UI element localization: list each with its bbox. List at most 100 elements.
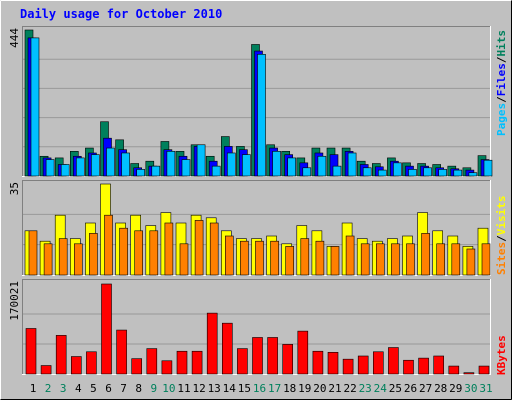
visits-bar-sites-day-13 xyxy=(209,222,219,276)
kbytes-bar-kbytes-day-8 xyxy=(131,358,142,375)
kbytes-bars xyxy=(25,283,490,375)
hits-bar-pages-day-23 xyxy=(362,167,372,177)
day-label-29: 29 xyxy=(449,382,462,395)
visits-bar-sites-day-16 xyxy=(255,240,264,276)
day-label-28: 28 xyxy=(434,382,447,395)
day-label-4: 4 xyxy=(75,382,82,395)
hits-panel xyxy=(22,26,493,177)
visits-bar-sites-day-4 xyxy=(74,243,83,276)
kbytes-bar-kbytes-day-3 xyxy=(55,335,67,375)
legend-middle-part-1: / xyxy=(495,235,508,242)
kbytes-bar-kbytes-day-2 xyxy=(40,365,52,375)
visits-bar-sites-day-25 xyxy=(391,243,400,276)
hits-bar-pages-day-3 xyxy=(60,164,70,177)
legend-middle-part-2: Visits xyxy=(495,196,508,236)
kbytes-bar-kbytes-day-25 xyxy=(388,347,399,375)
day-label-15: 15 xyxy=(238,382,251,395)
visits-bar-sites-day-31 xyxy=(481,243,491,276)
hits-bar-pages-day-24 xyxy=(377,169,387,177)
day-label-13: 13 xyxy=(208,382,221,395)
visits-bar-sites-day-12 xyxy=(194,220,204,276)
day-label-30: 30 xyxy=(464,382,477,395)
visits-bar-sites-day-7 xyxy=(119,227,128,276)
kbytes-bar-kbytes-day-19 xyxy=(297,330,309,375)
visits-bar-sites-day-28 xyxy=(436,243,446,276)
kbytes-panel xyxy=(22,279,491,375)
hits-bar-pages-day-27 xyxy=(423,167,432,177)
visits-bar-sites-day-27 xyxy=(421,233,430,276)
visits-bar-sites-day-30 xyxy=(466,248,476,276)
chart-title: Daily usage for October 2010 xyxy=(20,7,222,21)
kbytes-bar-kbytes-day-4 xyxy=(71,356,82,375)
visits-bar-sites-day-14 xyxy=(225,235,234,276)
day-label-17: 17 xyxy=(268,382,281,395)
day-label-31: 31 xyxy=(479,382,492,395)
hits-bar-pages-day-16 xyxy=(257,54,266,177)
kbytes-bar-kbytes-day-15 xyxy=(237,348,248,375)
day-label-22: 22 xyxy=(343,382,356,395)
visits-bar-sites-day-6 xyxy=(104,214,113,276)
kbytes-bar-kbytes-day-22 xyxy=(342,358,354,375)
day-label-24: 24 xyxy=(374,382,388,395)
hits-bar-pages-day-1 xyxy=(30,37,40,177)
kbytes-bar-kbytes-day-5 xyxy=(86,351,97,375)
hits-bars xyxy=(24,29,493,177)
visits-bar-sites-day-15 xyxy=(240,240,249,276)
legend-middle-part-0: Sites xyxy=(495,242,508,275)
visits-bar-sites-day-22 xyxy=(345,235,355,276)
hits-legend: Pages/Files/Hits xyxy=(495,30,508,136)
hits-bar-pages-day-13 xyxy=(211,165,221,177)
hits-bar-pages-day-10 xyxy=(166,151,176,177)
visits-bar-sites-day-21 xyxy=(330,246,340,276)
hits-bar-pages-day-15 xyxy=(242,154,251,177)
day-label-23: 23 xyxy=(359,382,372,395)
day-label-19: 19 xyxy=(298,382,311,395)
day-label-16: 16 xyxy=(253,382,266,395)
day-label-3: 3 xyxy=(60,382,67,395)
day-label-12: 12 xyxy=(192,382,205,395)
visits-bar-sites-day-20 xyxy=(315,240,325,276)
visits-bar-sites-day-5 xyxy=(89,233,98,276)
kbytes-bar-kbytes-day-7 xyxy=(116,329,127,375)
hits-bar-pages-day-26 xyxy=(408,169,417,177)
visits-bar-sites-day-10 xyxy=(164,222,174,276)
hits-bar-pages-day-9 xyxy=(151,165,161,177)
hits-bar-pages-day-4 xyxy=(76,157,85,177)
hits-bar-pages-day-20 xyxy=(317,155,327,177)
day-label-14: 14 xyxy=(223,382,237,395)
hits-bar-pages-day-8 xyxy=(136,169,145,177)
kbytes-bar-kbytes-day-14 xyxy=(222,322,233,375)
legend-top-part-1: / xyxy=(495,96,508,103)
hits-bar-pages-day-7 xyxy=(121,152,130,177)
hits-bar-pages-day-21 xyxy=(332,165,342,177)
visits-bar-sites-day-19 xyxy=(300,238,310,276)
visits-bar-sites-day-9 xyxy=(149,230,159,276)
legend-top-part-0: Pages xyxy=(495,103,508,136)
hits-bar-pages-day-5 xyxy=(91,154,100,177)
kbytes-bar-kbytes-day-29 xyxy=(448,365,460,375)
visits-bar-sites-day-8 xyxy=(134,230,143,276)
hits-bar-pages-day-29 xyxy=(453,169,463,177)
kbytes-bar-kbytes-day-31 xyxy=(478,365,490,375)
visits-bar-sites-day-24 xyxy=(375,243,385,276)
kbytes-bar-kbytes-day-13 xyxy=(206,312,218,375)
visits-ymax-label: 35 xyxy=(8,182,21,195)
visits-legend: Sites/Visits xyxy=(495,196,508,276)
hits-bar-pages-day-11 xyxy=(181,159,191,177)
day-label-8: 8 xyxy=(135,382,142,395)
hits-bar-pages-day-2 xyxy=(45,159,55,177)
kbytes-bar-kbytes-day-17 xyxy=(267,337,278,375)
kbytes-bar-kbytes-day-26 xyxy=(403,359,414,375)
hits-bar-pages-day-17 xyxy=(272,151,281,177)
hits-bar-pages-day-18 xyxy=(287,157,297,177)
kbytes-bar-kbytes-day-20 xyxy=(312,350,324,375)
hits-bar-pages-day-6 xyxy=(106,147,115,177)
kbytes-bar-kbytes-day-24 xyxy=(372,351,384,375)
kbytes-legend: KBytes xyxy=(495,335,508,375)
legend-top-part-2: Files xyxy=(495,63,508,96)
day-label-27: 27 xyxy=(419,382,432,395)
legend-top-part-3: / xyxy=(495,56,508,63)
hits-bar-pages-day-14 xyxy=(227,152,236,177)
kbytes-bar-kbytes-day-12 xyxy=(191,350,203,375)
